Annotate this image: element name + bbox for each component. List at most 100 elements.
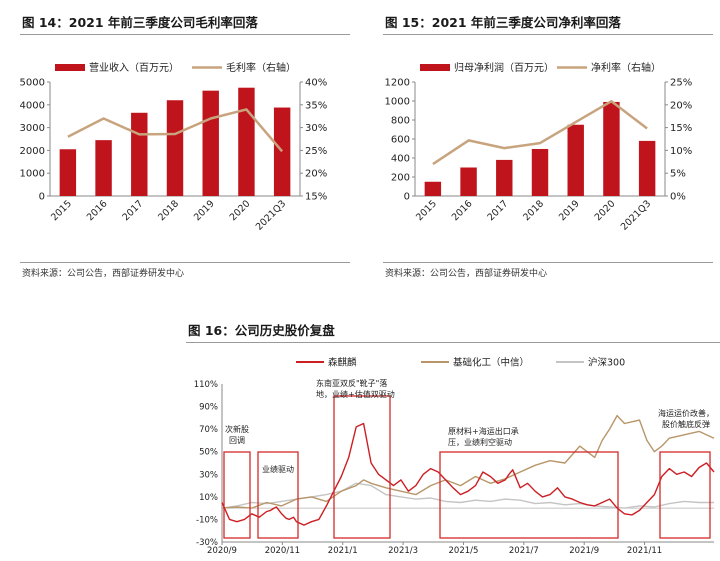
fig14-title-rule (20, 34, 350, 35)
x-tick-label: 2016 (450, 198, 475, 223)
x-tick-label: 2017 (486, 198, 511, 223)
series-line (221, 414, 715, 509)
y2-tick-label: 25% (670, 78, 692, 89)
y-tick-label: 0 (404, 192, 410, 203)
highlight-box (223, 451, 251, 539)
y-tick-label: 0 (39, 192, 45, 203)
y-tick-label: 70% (199, 425, 218, 435)
y-tick-label: 600 (391, 135, 410, 146)
highlight-box (257, 451, 299, 539)
y-tick-label: 4000 (20, 100, 45, 111)
fig14-title: 图 14：2021 年前三季度公司毛利率回落 (22, 15, 258, 30)
highlight-label: 股价触底反弹 (662, 419, 710, 429)
y-tick-label: 1200 (385, 78, 410, 89)
bar (424, 181, 442, 196)
bar (95, 140, 112, 196)
highlight-box (659, 451, 711, 539)
bar (273, 107, 291, 196)
y-tick-label: 400 (391, 154, 410, 165)
x-tick-label: 2020/11 (265, 546, 300, 556)
bar (131, 112, 148, 196)
y-tick-label: -30% (196, 538, 218, 548)
highlight-label: 海运运价改善， (658, 408, 714, 418)
bar (496, 159, 513, 196)
x-tick-label: 2015 (414, 198, 439, 223)
y2-tick-label: 20% (670, 100, 692, 111)
y-tick-label: 90% (199, 403, 218, 413)
fig14-source-rule (20, 262, 350, 263)
series-line (432, 99, 648, 166)
x-tick-label: 2017 (121, 198, 146, 223)
highlight-label: 东南亚双反"靴子"落 (316, 378, 387, 388)
legend-swatch-bar (55, 64, 85, 71)
fig16-title-rule (186, 342, 720, 343)
fig14-chart: 营业收入（百万元） 毛利率（右轴） 0 1000 2000 3000 4000 5000 15%… (20, 61, 328, 233)
legend-label-line: 毛利率（右轴） (226, 61, 296, 74)
fig16-chart: 森麒麟 基础化工（中信） 沪深300 -30% -10% 10% 30% 50% 70% 90% 1… (194, 357, 715, 556)
series-line (221, 422, 715, 526)
bar (59, 149, 77, 196)
x-tick-label: 2021/1 (328, 546, 358, 556)
x-tick-label: 2021/11 (627, 546, 662, 556)
bar (238, 87, 255, 196)
highlight-label: 次新股 (225, 424, 249, 434)
x-tick-label: 2021/3 (388, 546, 418, 556)
y-tick-label: 800 (391, 116, 410, 127)
y-tick-label: 2000 (20, 146, 45, 157)
y2-tick-label: 15% (305, 192, 327, 203)
y2-tick-label: 30% (305, 123, 327, 134)
y-tick-label: 10% (199, 493, 218, 503)
y-tick-label: 50% (199, 448, 218, 458)
bar (531, 148, 549, 196)
x-tick-label: 2020 (228, 198, 253, 223)
bar (567, 124, 584, 196)
legend-label: 森麒麟 (328, 357, 357, 369)
highlight-label: 业绩驱动 (262, 464, 294, 474)
highlight-label: 回调 (229, 436, 245, 445)
highlight-label: 压，业绩利空驱动 (448, 437, 512, 447)
fig15-title-rule (383, 34, 713, 35)
legend-label: 沪深300 (588, 357, 625, 369)
y-tick-label: 1000 (385, 97, 410, 108)
fig16-title: 图 16：公司历史股价复盘 (188, 323, 335, 338)
legend-label-bar: 营业收入（百万元） (89, 61, 179, 74)
x-tick-label: 2021/7 (509, 546, 539, 556)
x-tick-label: 2019 (192, 198, 217, 223)
bar (603, 101, 620, 196)
y-tick-label: 1000 (20, 169, 45, 180)
x-tick-label: 2019 (557, 198, 582, 223)
x-tick-label: 2020/9 (207, 546, 237, 556)
fig15-source: 资料来源：公司公告，西部证券研发中心 (385, 269, 548, 279)
y-tick-label: -10% (196, 515, 218, 525)
y2-tick-label: 25% (305, 146, 327, 157)
y2-tick-label: 40% (305, 78, 327, 89)
x-tick-label: 2021/5 (449, 546, 479, 556)
series-line (221, 482, 714, 509)
fig15-source-rule (383, 262, 713, 263)
x-tick-label: 2021/9 (569, 546, 599, 556)
x-tick-label: 2018 (156, 198, 181, 223)
legend-label-bar: 归母净利润（百万元） (454, 61, 554, 74)
highlight-label: 原材料+海运出口承 (448, 426, 519, 436)
bar (166, 100, 184, 196)
x-tick-label: 2021Q3 (254, 198, 288, 232)
highlight-box (439, 451, 619, 539)
y2-tick-label: 10% (670, 146, 692, 157)
x-tick-label: 2016 (85, 198, 110, 223)
y-tick-label: 30% (199, 470, 218, 480)
x-tick-label: 2018 (521, 198, 546, 223)
fig15-chart: 归母净利润（百万元） 净利率（右轴） 0 200 400 600 800 1000 1200 0%… (385, 61, 693, 233)
y2-tick-label: 35% (305, 100, 327, 111)
legend-label-line: 净利率（右轴） (591, 61, 661, 74)
x-tick-label: 2021Q3 (619, 198, 653, 232)
fig15-title: 图 15：2021 年前三季度公司净利率回落 (385, 15, 621, 30)
y2-tick-label: 20% (305, 169, 327, 180)
y-tick-label: 3000 (20, 123, 45, 134)
legend-label: 基础化工（中信） (453, 357, 529, 369)
x-tick-label: 2020 (593, 198, 618, 223)
legend-swatch-bar (420, 64, 450, 71)
fig14-source: 资料来源：公司公告，西部证券研发中心 (22, 269, 185, 279)
bar (638, 140, 656, 196)
y-tick-label: 200 (391, 173, 410, 184)
y-tick-label: 5000 (20, 78, 45, 89)
